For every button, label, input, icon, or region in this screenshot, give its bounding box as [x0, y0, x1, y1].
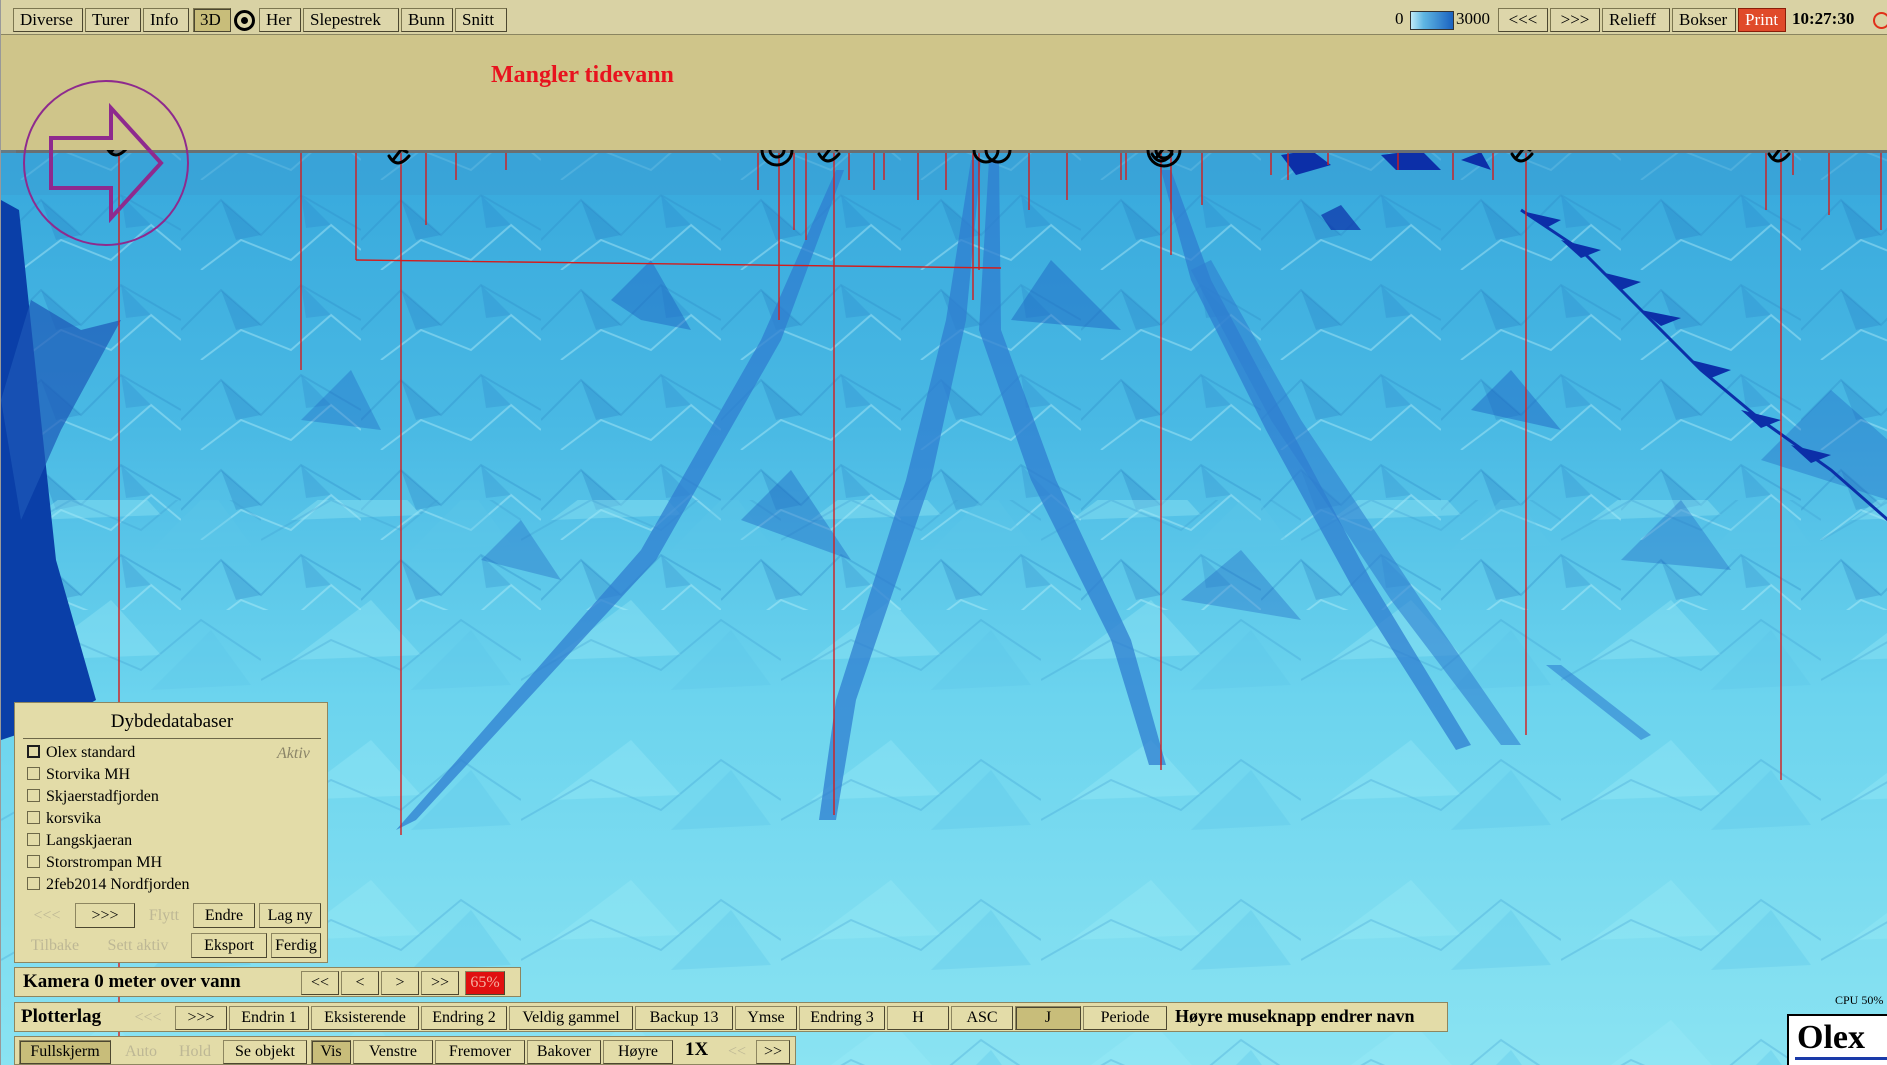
depth-database-panel: Dybdedatabaser Aktiv Olex standard Storv…	[14, 702, 328, 963]
panel-title: Dybdedatabaser	[110, 711, 234, 732]
export-button[interactable]: Eksport	[191, 933, 267, 958]
hold-button[interactable]: Hold	[169, 1040, 221, 1064]
camera-row: Kamera 0 meter over vann << < > >> 65%	[14, 967, 521, 997]
layer-ymse[interactable]: Ymse	[735, 1006, 797, 1030]
db-item[interactable]: Storvika MH	[27, 765, 130, 787]
print-button[interactable]: Print	[1738, 8, 1786, 32]
zoom-next-button[interactable]: >>	[756, 1040, 790, 1064]
vis-button[interactable]: Vis	[311, 1040, 351, 1064]
heading-compass-icon[interactable]	[21, 78, 191, 248]
tide-warning: Mangler tidevann	[491, 62, 674, 88]
layer-eksisterende[interactable]: Eksisterende	[311, 1006, 419, 1030]
db-item[interactable]: Langskjaeran	[27, 831, 132, 853]
speed-percent: 65%	[465, 971, 505, 995]
layer-asc[interactable]: ASC	[951, 1006, 1013, 1030]
toggle-3d[interactable]: 3D	[193, 8, 231, 32]
zoom-level: 1X	[685, 1039, 709, 1060]
camera-fast-forward-button[interactable]: >>	[421, 971, 459, 995]
checkbox[interactable]	[27, 767, 40, 780]
next-db-button[interactable]: >>>	[75, 903, 135, 928]
done-button[interactable]: Ferdig	[271, 933, 321, 958]
camera-label: Kamera 0 meter over vann	[23, 971, 241, 992]
bottom-row: Fullskjerm Auto Hold Se objekt Vis Venst…	[14, 1036, 796, 1065]
menu-her[interactable]: Her	[259, 8, 301, 32]
layer-h[interactable]: H	[887, 1006, 949, 1030]
db-item[interactable]: Olex standard	[27, 743, 135, 765]
menu-slepestrek[interactable]: Slepestrek	[303, 8, 399, 32]
camera-forward-button[interactable]: >	[381, 971, 419, 995]
layer-veldig-gammel[interactable]: Veldig gammel	[509, 1006, 633, 1030]
layer-endrin1[interactable]: Endrin 1	[229, 1006, 309, 1030]
depth-scale-min: 0	[1395, 9, 1404, 28]
move-button[interactable]: Flytt	[139, 903, 189, 928]
layer-j[interactable]: J	[1015, 1006, 1081, 1030]
zoom-prev-button[interactable]: <<	[720, 1040, 754, 1064]
db-item[interactable]: Storstrompan MH	[27, 853, 162, 875]
bokser-button[interactable]: Bokser	[1672, 8, 1736, 32]
top-toolbar: Diverse Turer Info 3D Her Slepestrek Bun…	[1, 0, 1887, 35]
clock: 10:27:30	[1792, 9, 1855, 28]
olex-logo: Olex	[1787, 1014, 1887, 1065]
seabed-3d-view[interactable]	[1, 150, 1887, 1065]
edit-button[interactable]: Endre	[193, 903, 255, 928]
next-button[interactable]: >>>	[1550, 8, 1600, 32]
right-button[interactable]: Høyre	[603, 1040, 673, 1064]
menu-bunn[interactable]: Bunn	[401, 8, 453, 32]
target-icon[interactable]	[234, 10, 255, 31]
horizon-band	[1, 35, 1887, 150]
checkbox[interactable]	[27, 789, 40, 802]
layer-backup13[interactable]: Backup 13	[635, 1006, 733, 1030]
prev-db-button[interactable]: <<<	[25, 903, 69, 928]
camera-fast-back-button[interactable]: <<	[301, 971, 339, 995]
cpu-usage: CPU 50%	[1835, 993, 1884, 1007]
divider	[23, 738, 321, 739]
relief-button[interactable]: Relieff	[1602, 8, 1670, 32]
forward-button[interactable]: Fremover	[435, 1040, 525, 1064]
menu-snitt[interactable]: Snitt	[455, 8, 507, 32]
menu-diverse[interactable]: Diverse	[13, 8, 83, 32]
back-button[interactable]: Tilbake	[25, 933, 85, 958]
set-active-button[interactable]: Sett aktiv	[89, 933, 187, 958]
camera-back-button[interactable]: <	[341, 971, 379, 995]
checkbox[interactable]	[27, 745, 40, 758]
layer-prev-button[interactable]: <<<	[123, 1006, 173, 1030]
auto-button[interactable]: Auto	[115, 1040, 167, 1064]
layer-endring3[interactable]: Endring 3	[799, 1006, 885, 1030]
fullscreen-button[interactable]: Fullskjerm	[19, 1040, 111, 1064]
left-button[interactable]: Venstre	[353, 1040, 433, 1064]
depth-scale-gauge[interactable]	[1410, 11, 1454, 30]
new-button[interactable]: Lag ny	[259, 903, 321, 928]
backward-button[interactable]: Bakover	[527, 1040, 601, 1064]
checkbox[interactable]	[27, 811, 40, 824]
layer-endring2[interactable]: Endring 2	[421, 1006, 507, 1030]
db-item[interactable]: korsvika	[27, 809, 101, 831]
layer-next-button[interactable]: >>>	[175, 1006, 227, 1030]
db-item[interactable]: Skjaerstadfjorden	[27, 787, 159, 809]
menu-turer[interactable]: Turer	[85, 8, 141, 32]
active-label: Aktiv	[277, 745, 310, 762]
checkbox[interactable]	[27, 833, 40, 846]
menu-info[interactable]: Info	[143, 8, 189, 32]
sun-icon	[1873, 12, 1887, 29]
depth-scale-max: 3000	[1456, 9, 1490, 28]
rename-hint: Høyre museknapp endrer navn	[1175, 1006, 1415, 1026]
db-item[interactable]: 2feb2014 Nordfjorden	[27, 875, 190, 897]
checkbox[interactable]	[27, 855, 40, 868]
layer-periode[interactable]: Periode	[1083, 1006, 1167, 1030]
prev-button[interactable]: <<<	[1498, 8, 1548, 32]
checkbox[interactable]	[27, 877, 40, 890]
see-object-button[interactable]: Se objekt	[223, 1040, 307, 1064]
plotterlag-row: Plotterlag <<< >>> Endrin 1 Eksisterende…	[14, 1002, 1448, 1032]
plotterlag-label: Plotterlag	[21, 1006, 102, 1027]
